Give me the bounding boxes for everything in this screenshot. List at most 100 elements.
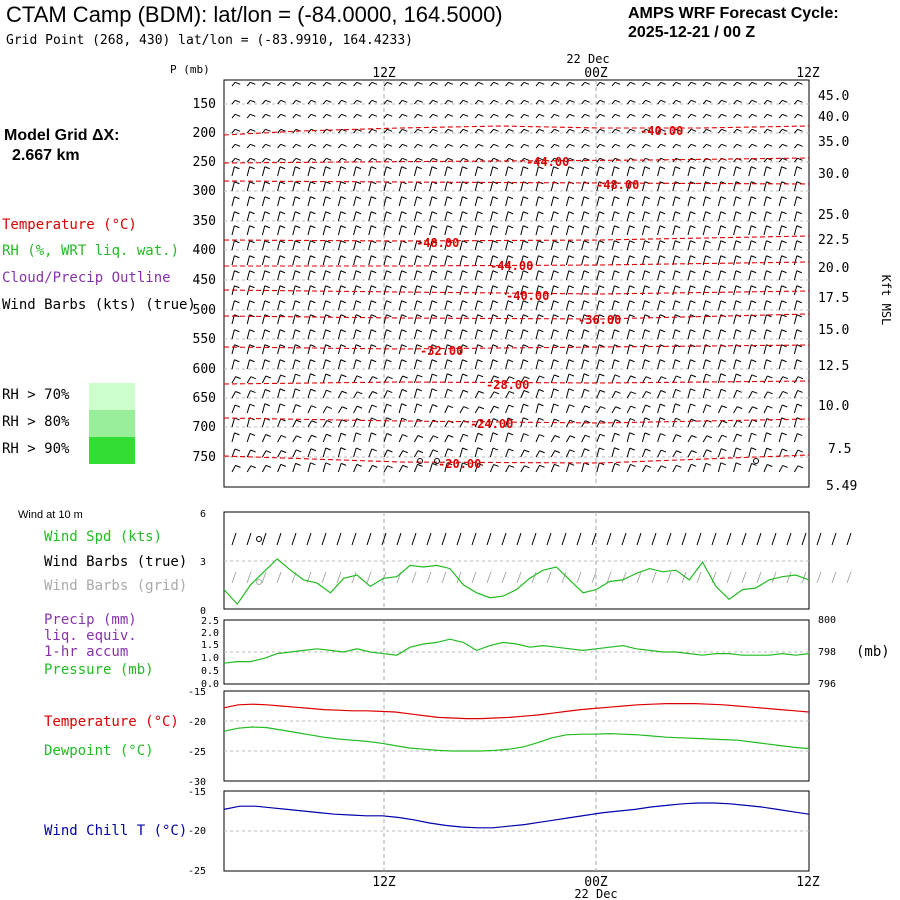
wind-barb [520, 344, 524, 355]
wind-barb [657, 82, 662, 87]
pressure-axis-label: P (mb) [170, 63, 210, 76]
wind-barb [277, 240, 281, 251]
wind-barb-flag [690, 211, 696, 215]
wind-barb [626, 100, 631, 105]
wind-barb [793, 329, 798, 340]
wind-barb [748, 255, 752, 266]
wind-barb-true [651, 532, 657, 546]
wind-barb [322, 100, 327, 105]
wind-barb [398, 285, 403, 296]
wind-barb [717, 462, 722, 473]
wind-barb-flag [599, 447, 605, 451]
wind-barb [277, 211, 281, 222]
wind-barb-flag [447, 81, 454, 85]
wind-barb-flag [554, 418, 560, 422]
wind-barb [535, 196, 539, 207]
wind-barb-flag [796, 255, 802, 259]
wind-barb [793, 196, 798, 207]
wind-barb-flag [583, 285, 590, 289]
wind-barb-flag [720, 285, 726, 289]
wind-barb-flag [629, 285, 635, 289]
wind-barb [566, 100, 570, 105]
wind-barb-flag [280, 113, 286, 117]
wind-barb-flag [370, 270, 377, 274]
wind-barb [277, 359, 281, 370]
wind-barb [261, 434, 267, 443]
wind-barb-flag [325, 240, 331, 244]
wind-barb-flag [690, 81, 697, 85]
wind-barb [337, 463, 342, 473]
wind-barb-flag [796, 181, 802, 185]
wind-barb [383, 270, 387, 281]
wind-barb-flag [310, 225, 316, 229]
wind-barb [474, 447, 479, 458]
wind-barb-flag [264, 359, 270, 363]
wind-barb [368, 255, 372, 266]
wind-barb [474, 270, 479, 281]
wind-barb-flag [386, 255, 392, 259]
wind-barb [489, 359, 494, 370]
wind-barb [778, 417, 783, 428]
wind-barb-flag [325, 447, 331, 451]
wind-barb [687, 464, 692, 473]
wind-barb [778, 329, 783, 340]
wind-barb-flag [310, 81, 317, 85]
wind-barb [505, 376, 510, 384]
wind-barb [550, 359, 555, 370]
wind-barb-flag [431, 211, 438, 215]
wind-barb-flag [585, 420, 591, 424]
wind-barb-flag [766, 285, 772, 289]
wind-barb-flag [523, 128, 530, 132]
wind-barb-flag [446, 285, 453, 289]
wind-barb-flag [431, 329, 438, 333]
p-tick-400: 400 [193, 243, 216, 258]
wind-barb-flag [386, 166, 392, 170]
wind-barb-true [531, 532, 537, 546]
wind-barb [490, 114, 494, 119]
wind-barb [383, 82, 388, 87]
wind-barb [535, 434, 540, 443]
wind-barb [459, 181, 463, 192]
wind-barb-flag [782, 448, 788, 452]
wind-barb [231, 376, 237, 384]
wind-barb [717, 405, 723, 414]
wind-barb-flag [432, 128, 438, 132]
wind-barb-flag [690, 374, 697, 378]
wind-barb-flag [355, 225, 362, 229]
wind-barb [337, 419, 343, 428]
wind-barb-flag [249, 240, 255, 244]
wind-barb [505, 196, 509, 207]
wind-barb [778, 359, 783, 370]
wind-barb [368, 129, 373, 134]
wind-barb [611, 406, 617, 414]
wind-barb-flag [462, 270, 468, 274]
wind-barb-flag [402, 157, 408, 161]
wind-barb-flag [766, 128, 773, 132]
wind-barb [398, 255, 403, 266]
wind-barb-flag [644, 166, 650, 170]
wind-barb-true [351, 532, 357, 546]
wind-barb-flag [797, 433, 803, 437]
wind-barb [702, 255, 707, 266]
wind-barb [459, 225, 463, 236]
wind-barb [778, 285, 783, 296]
wind-barb-flag [402, 434, 408, 438]
wind-barb-flag [674, 359, 681, 363]
wind-barb [338, 129, 342, 134]
wind-barb [398, 100, 403, 105]
wind-barb [292, 388, 296, 399]
wind-barb-flag [249, 403, 256, 407]
wind-barb-flag [508, 390, 515, 394]
wind-barb [353, 255, 357, 266]
wind-barb-flag [676, 450, 682, 454]
wind-barb-flag [522, 270, 529, 274]
wind-barb [474, 144, 479, 149]
wind-barb [702, 329, 707, 340]
wind-barb-flag [341, 419, 347, 423]
wind-barb [459, 406, 465, 414]
wind-barb-flag [295, 373, 301, 377]
wind-barb [489, 447, 494, 458]
wind-barb [337, 270, 342, 281]
wind-barb [520, 82, 525, 87]
wind-barb [702, 166, 707, 177]
